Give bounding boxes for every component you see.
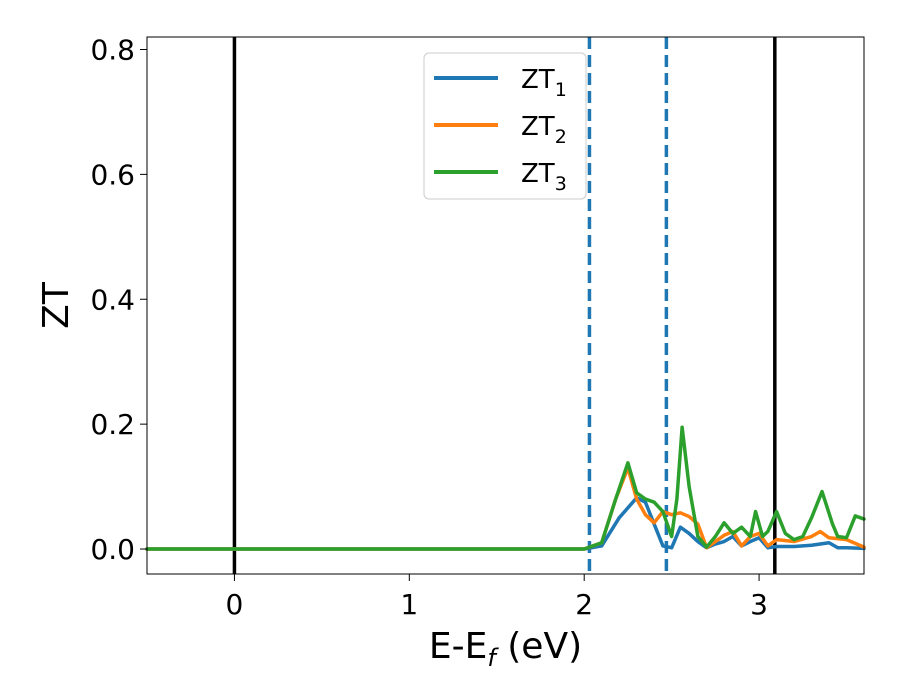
x-axis-title-main: E-E — [429, 626, 487, 667]
series-line-zt2 — [145, 466, 866, 551]
series-line-zt3 — [145, 425, 866, 551]
legend-label-subscript: 1 — [555, 79, 567, 101]
series-line-zt1 — [145, 496, 866, 551]
legend-label-main: ZT — [521, 65, 555, 95]
x-tick-label: 3 — [750, 588, 768, 621]
legend-label-main: ZT — [521, 159, 555, 189]
x-axis-title: E-Ef (eV) — [429, 626, 582, 672]
y-axis-title: ZT — [36, 281, 77, 329]
legend-label-zt3: ZT3 — [521, 159, 567, 195]
x-tick-label: 0 — [226, 588, 244, 621]
series-layer — [145, 425, 866, 551]
y-axis: 0.0 0.2 0.4 0.6 0.8 — [90, 33, 147, 566]
reference-lines — [232, 37, 777, 574]
y-tick-label: 0.6 — [90, 158, 135, 191]
y-tick-label: 0.0 — [90, 533, 135, 566]
legend-box — [423, 52, 587, 200]
x-tick-label: 1 — [400, 588, 418, 621]
legend-label-subscript: 3 — [555, 173, 567, 195]
legend-label-subscript: 2 — [555, 126, 567, 148]
y-tick-label: 0.8 — [90, 33, 135, 66]
legend-label-main: ZT — [521, 112, 555, 142]
plot-frame — [146, 36, 865, 575]
y-tick-label: 0.4 — [90, 283, 135, 316]
legend-label-zt1: ZT1 — [521, 65, 567, 101]
y-tick-label: 0.2 — [90, 408, 135, 441]
legend-label-zt2: ZT2 — [521, 112, 567, 148]
x-tick-label: 2 — [575, 588, 593, 621]
x-axis: 0 1 2 3 — [226, 574, 768, 621]
x-axis-title-tail: (eV) — [496, 626, 582, 667]
